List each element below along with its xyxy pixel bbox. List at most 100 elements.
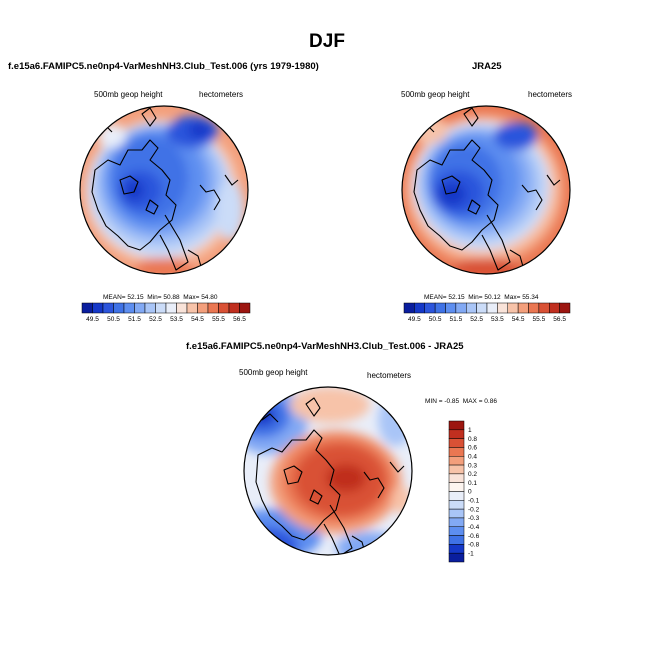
diff-colorbar-tick-label: 0.2 (468, 471, 477, 478)
diff-colorbar-tick-label: -0.3 (468, 515, 480, 522)
right-colorbar-tick-label: 53.5 (491, 316, 504, 323)
left-colorbar-swatch (165, 302, 177, 314)
left-colorbar-swatch (186, 302, 198, 314)
diff-colorbar-swatch (448, 544, 465, 554)
diff-units-label: hectometers (367, 371, 412, 380)
diff-colorbar-tick-label: 0 (468, 489, 472, 496)
diff-colorbar-tick-label: -1 (468, 550, 474, 557)
diff-colorbar-swatch (448, 508, 465, 519)
right-colorbar: 49.5 50.5 51.5 52.5 53.5 54.5 55.5 56.5 (403, 302, 571, 323)
right-colorbar-tick-label: 52.5 (470, 316, 483, 323)
right-colorbar-tick-label: 56.5 (553, 316, 566, 323)
left-colorbar-tick-label: 52.5 (149, 316, 162, 323)
diff-variable-label: 500mb geop height (239, 368, 308, 377)
left-stats: MEAN= 52.15 Min= 50.88 Max= 54.80 (103, 294, 218, 301)
right-map-border (401, 105, 571, 275)
right-colorbar-tick-label: 55.5 (533, 316, 546, 323)
diff-map-border (243, 386, 413, 556)
right-colorbar-tick-label: 49.5 (408, 316, 421, 323)
diff-colorbar-tick-label: 0.3 (468, 462, 477, 469)
right-colorbar-swatch (466, 302, 477, 314)
right-colorbar-swatch (445, 302, 457, 314)
diff-colorbar-swatch (448, 420, 465, 431)
left-colorbar-swatch (197, 302, 209, 314)
right-colorbar-swatch (517, 302, 529, 314)
left-colorbar-swatch (92, 302, 104, 314)
left-colorbar-swatch (155, 302, 167, 314)
left-colorbar-tick-label: 49.5 (86, 316, 99, 323)
diff-colorbar-swatch (448, 526, 465, 536)
right-colorbar-tick-label: 51.5 (450, 316, 463, 323)
diff-colorbar-tick-label: -0.8 (468, 542, 480, 549)
left-units-label: hectometers (199, 90, 244, 99)
right-colorbar-swatch (538, 302, 550, 314)
left-colorbar-swatch (144, 302, 156, 314)
right-colorbar-tick-label: 50.5 (429, 316, 442, 323)
right-colorbar-tick-label: 54.5 (512, 316, 525, 323)
diff-colorbar-swatch (448, 456, 465, 466)
left-colorbar-swatch (239, 302, 251, 314)
diff-colorbar-tick-label: 0.4 (468, 453, 477, 460)
diff-stats: MIN = -0.85 MAX = 0.86 (425, 398, 497, 405)
page-title: DJF (309, 31, 345, 52)
diff-colorbar-swatch (448, 552, 465, 563)
left-colorbar-tick-label: 50.5 (107, 316, 120, 323)
diff-colorbar-swatch (448, 517, 465, 527)
left-colorbar-swatch (176, 302, 188, 314)
right-colorbar-swatch (434, 302, 446, 314)
diff-map (244, 387, 412, 555)
right-units-label: hectometers (528, 90, 573, 99)
diff-colorbar-tick-label: -0.4 (468, 524, 480, 531)
left-map (80, 106, 248, 274)
diff-colorbar-swatch (448, 491, 465, 501)
diff-colorbar-tick-label: 0.6 (468, 445, 477, 452)
left-colorbar: 49.5 50.5 51.5 52.5 53.5 54.5 55.5 56.5 (81, 302, 251, 323)
right-colorbar-swatch (424, 302, 436, 314)
left-colorbar-tick-label: 51.5 (128, 316, 141, 323)
diff-panel-title: f.e15a6.FAMIPC5.ne0np4-VarMeshNH3.Club_T… (186, 341, 464, 352)
left-colorbar-tick-label: 53.5 (170, 316, 183, 323)
right-colorbar-swatch (528, 302, 540, 314)
left-colorbar-swatch (81, 302, 93, 314)
diff-colorbar-tick-label: 1 (468, 427, 472, 434)
left-colorbar-tick-label: 55.5 (212, 316, 225, 323)
diff-colorbar-tick-label: -0.6 (468, 533, 480, 540)
right-colorbar-swatch (414, 302, 425, 314)
right-colorbar-swatch (559, 302, 571, 314)
diff-colorbar-tick-label: -0.1 (468, 498, 480, 505)
left-colorbar-swatch (123, 302, 135, 314)
diff-colorbar: 1 0.8 0.60.4 0.3 0.2 0.1 0 -0.1-0.2 -0.3 -0.4 -0.6… (448, 420, 480, 563)
left-variable-label: 500mb geop height (94, 90, 163, 99)
right-colorbar-swatch (455, 302, 467, 314)
right-colorbar-swatch (507, 302, 519, 314)
right-panel-title: JRA25 (472, 61, 502, 72)
diff-colorbar-swatch (448, 429, 465, 439)
right-variable-label: 500mb geop height (401, 90, 470, 99)
left-colorbar-swatch (134, 302, 146, 314)
left-colorbar-swatch (218, 302, 230, 314)
left-colorbar-tick-label: 54.5 (191, 316, 204, 323)
diff-colorbar-swatch (448, 464, 465, 475)
left-map-border (79, 105, 249, 275)
right-stats: MEAN= 52.15 Min= 50.12 Max= 55.34 (424, 294, 539, 301)
diff-colorbar-swatch (448, 535, 465, 545)
diff-colorbar-tick-label: 0.8 (468, 436, 477, 443)
left-colorbar-swatch (102, 302, 114, 314)
diff-colorbar-swatch (448, 438, 465, 448)
right-colorbar-swatch (549, 302, 560, 314)
diff-colorbar-tick-label: -0.2 (468, 506, 480, 513)
right-map (402, 106, 570, 274)
diff-colorbar-tick-label: 0.1 (468, 480, 477, 487)
left-colorbar-swatch (207, 302, 219, 314)
right-colorbar-swatch (403, 302, 415, 314)
left-colorbar-tick-label: 56.5 (233, 316, 246, 323)
left-panel-title: f.e15a6.FAMIPC5.ne0np4-VarMeshNH3.Club_T… (8, 61, 319, 72)
right-colorbar-swatch (486, 302, 498, 314)
diff-colorbar-swatch (448, 500, 465, 510)
left-colorbar-swatch (113, 302, 125, 314)
diff-colorbar-swatch (448, 447, 465, 457)
diff-colorbar-swatch (448, 473, 465, 483)
right-colorbar-swatch (497, 302, 508, 314)
left-colorbar-swatch (228, 302, 240, 314)
